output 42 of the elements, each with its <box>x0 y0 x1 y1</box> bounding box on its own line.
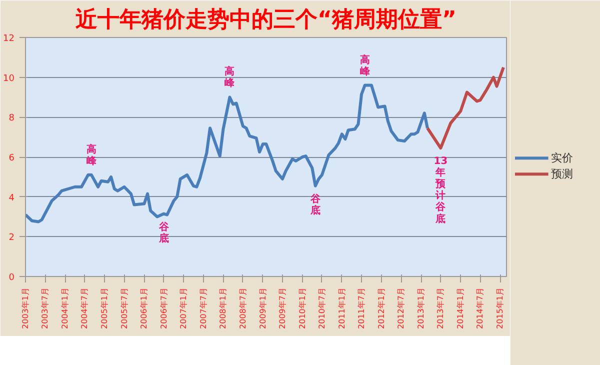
x-tick-label: 2006年1月 <box>140 287 149 329</box>
x-tick-label: 2008年7月 <box>238 287 248 329</box>
annotation: 13年预计谷底 <box>434 156 448 225</box>
annotation: 高峰 <box>360 54 371 78</box>
x-tick-label: 2004年7月 <box>80 287 90 329</box>
x-tick-label: 2013年7月 <box>436 287 446 329</box>
y-tick-label: 12 <box>3 34 14 44</box>
y-tick-label: 6 <box>8 154 15 164</box>
x-tick-label: 2008年1月 <box>218 287 228 329</box>
y-tick-label: 4 <box>8 193 15 204</box>
x-tick-label: 2009年7月 <box>278 287 287 329</box>
x-tick-label: 2012年7月 <box>396 287 406 329</box>
x-tick-label: 2011年7月 <box>357 287 366 329</box>
x-tick-label: 2007年1月 <box>179 287 188 329</box>
y-tick-label: 8 <box>8 114 15 124</box>
legend-label: 实价 <box>551 152 573 165</box>
x-tick-label: 2011年1月 <box>337 287 346 329</box>
legend-label: 预测 <box>551 168 573 181</box>
line-series <box>426 66 505 150</box>
x-tick-label: 2006年7月 <box>159 287 168 329</box>
y-tick-label: 2 <box>8 233 15 244</box>
x-tick-label: 2005年7月 <box>120 287 129 329</box>
y-tick-label: 10 <box>3 74 15 84</box>
x-tick-label: 2014年1月 <box>456 287 466 329</box>
x-tick-label: 2013年1月 <box>416 287 426 329</box>
x-tick-label: 2004年1月 <box>60 287 70 329</box>
x-tick-label: 2012年1月 <box>376 287 386 329</box>
x-tick-label: 2015年1月 <box>496 287 505 329</box>
annotation: 谷底 <box>158 220 170 244</box>
x-tick-label: 2010年1月 <box>298 287 307 329</box>
y-tick-label: 0 <box>8 273 15 283</box>
x-tick-label: 2003年1月 <box>21 287 30 329</box>
annotation: 高峰 <box>224 66 236 90</box>
annotation: 谷底 <box>309 192 322 216</box>
x-tick-label: 2010年7月 <box>317 287 326 329</box>
x-tick-label: 2014年7月 <box>476 287 485 329</box>
x-tick-label: 2005年1月 <box>100 287 110 329</box>
x-tick-label: 2009年1月 <box>258 287 268 329</box>
annotation: 高峰 <box>86 143 98 167</box>
x-tick-label: 2003年7月 <box>40 287 50 329</box>
x-tick-label: 2007年7月 <box>198 287 208 329</box>
chart-title: 近十年猪价走势中的三个“猪周期位置” <box>74 8 456 32</box>
